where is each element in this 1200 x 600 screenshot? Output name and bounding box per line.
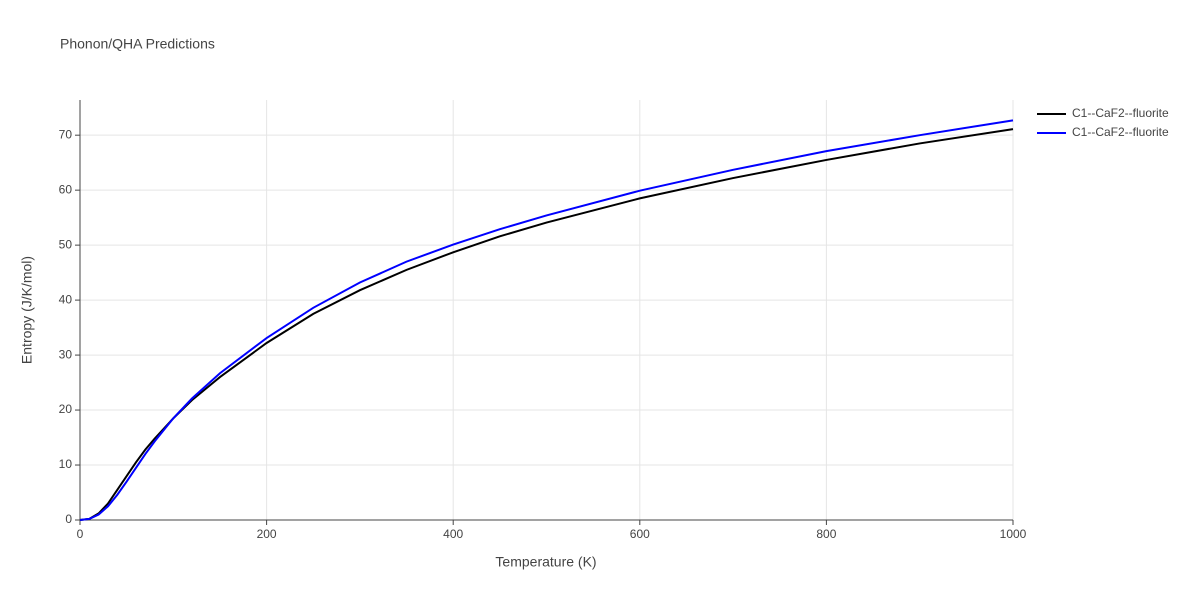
y-tick-label: 40 bbox=[59, 292, 73, 306]
y-tick-label: 50 bbox=[59, 237, 73, 251]
y-axis-label: Entropy (J/K/mol) bbox=[19, 256, 35, 364]
x-tick-label: 400 bbox=[443, 527, 463, 541]
x-tick-label: 800 bbox=[816, 527, 836, 541]
y-tick-label: 20 bbox=[59, 402, 73, 416]
x-tick-label: 200 bbox=[257, 527, 277, 541]
y-tick-label: 60 bbox=[59, 182, 73, 196]
y-tick-label: 10 bbox=[59, 457, 73, 471]
x-tick-label: 600 bbox=[630, 527, 650, 541]
y-tick-label: 30 bbox=[59, 347, 73, 361]
y-tick-label: 0 bbox=[65, 512, 72, 526]
x-tick-label: 0 bbox=[77, 527, 84, 541]
legend-label: C1--CaF2--fluorite bbox=[1072, 125, 1169, 139]
chart-title: Phonon/QHA Predictions bbox=[60, 36, 215, 52]
y-tick-label: 70 bbox=[59, 127, 73, 141]
x-axis-label: Temperature (K) bbox=[495, 554, 596, 570]
legend-label: C1--CaF2--fluorite bbox=[1072, 106, 1169, 120]
line bbox=[79, 119, 1014, 521]
line bbox=[79, 128, 1014, 521]
x-tick-label: 1000 bbox=[1000, 527, 1027, 541]
